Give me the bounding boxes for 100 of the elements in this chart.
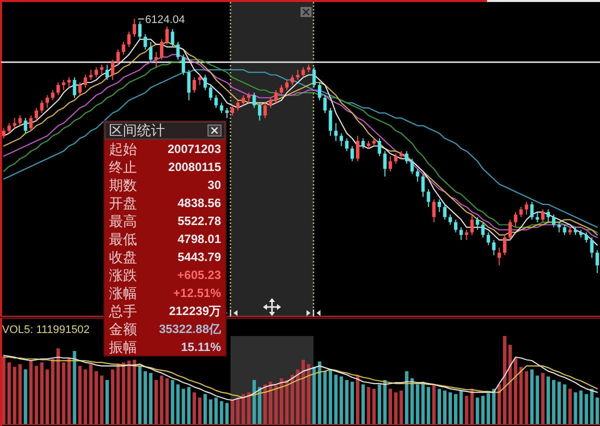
candlestick [438, 198, 442, 213]
bar [182, 388, 186, 424]
candlestick [165, 26, 169, 45]
candlestick [584, 232, 588, 244]
candlestick [204, 74, 207, 91]
bar [290, 374, 294, 424]
candlestick [170, 28, 174, 48]
bar [356, 376, 360, 424]
bar [208, 399, 212, 424]
candlestick [89, 69, 93, 80]
bar [198, 398, 202, 424]
candlestick [383, 150, 387, 177]
bar [443, 390, 446, 424]
annotation: +605.23 [177, 268, 222, 282]
candlestick [328, 107, 332, 136]
bar [242, 394, 246, 424]
annotation: 20080115 [168, 160, 222, 174]
bar [546, 376, 550, 424]
annotation: 4798.01 [178, 232, 222, 246]
bar [438, 388, 442, 424]
text: 区间统计 [109, 122, 165, 138]
candlestick [84, 74, 88, 88]
text: 212239万 [168, 304, 221, 318]
candlestick [388, 156, 392, 172]
candlestick [536, 212, 540, 223]
candlestick [552, 214, 556, 228]
annotation: 15.11% [180, 340, 222, 354]
candlestick [426, 188, 430, 208]
candlestick [350, 146, 354, 162]
bar [296, 369, 300, 424]
bar [312, 366, 316, 424]
bar [252, 380, 256, 424]
bar [306, 364, 310, 424]
candlestick [345, 138, 348, 152]
candlestick [7, 122, 11, 134]
annotation: 开盘 [109, 195, 137, 211]
candlestick [541, 209, 545, 223]
bar [236, 398, 240, 424]
candlestick [296, 69, 300, 80]
candlestick [562, 224, 566, 236]
candlestick [454, 219, 458, 233]
candlestick [312, 66, 316, 88]
candlestick [448, 214, 452, 226]
candlestick [290, 74, 294, 86]
bar [46, 369, 49, 424]
bar [388, 388, 392, 424]
candlestick [40, 100, 44, 114]
candlestick [46, 94, 49, 108]
candlestick [361, 138, 365, 150]
bar [67, 358, 71, 424]
candlestick [498, 247, 501, 266]
bar [530, 369, 534, 424]
candlestick [459, 226, 463, 240]
bar [596, 398, 599, 424]
candlestick [154, 52, 158, 68]
candlestick [356, 135, 360, 162]
candlestick [340, 132, 344, 146]
bar [448, 392, 452, 424]
bar [258, 387, 262, 424]
bar [361, 384, 365, 424]
bar [432, 384, 436, 424]
bar [350, 382, 354, 424]
bar [247, 392, 250, 424]
annotation: 起始 [109, 141, 137, 157]
candlestick [236, 100, 240, 111]
candlestick [416, 168, 420, 182]
candlestick [51, 90, 54, 101]
bar [552, 380, 556, 424]
annotation: 收盘 [109, 249, 137, 265]
annotation: 6124.04 [145, 14, 185, 26]
bar [498, 384, 501, 424]
bar [56, 348, 60, 424]
bar [51, 358, 54, 424]
candlestick [230, 104, 234, 116]
bar [2, 356, 6, 424]
candlestick [546, 209, 550, 223]
bar [160, 376, 164, 424]
candlestick [285, 79, 289, 91]
bar [416, 384, 420, 424]
candlestick [100, 64, 104, 76]
bar [149, 372, 152, 424]
bar [204, 394, 207, 424]
candlestick [443, 204, 446, 220]
bar [514, 358, 518, 424]
candlestick [160, 38, 164, 60]
candlestick [263, 102, 267, 119]
bar [590, 388, 594, 424]
candlestick [508, 219, 512, 240]
bar [62, 362, 66, 424]
bar [334, 374, 338, 424]
bar [464, 396, 468, 424]
annotation: 35322.88亿 [158, 322, 222, 336]
annotation: 金额 [109, 321, 137, 337]
bar [340, 376, 344, 424]
bar [394, 392, 398, 424]
text: 总手 [108, 303, 137, 319]
candlestick [530, 201, 534, 220]
annotation: 20071203 [168, 142, 222, 156]
bar [492, 388, 496, 424]
bar [132, 360, 136, 424]
